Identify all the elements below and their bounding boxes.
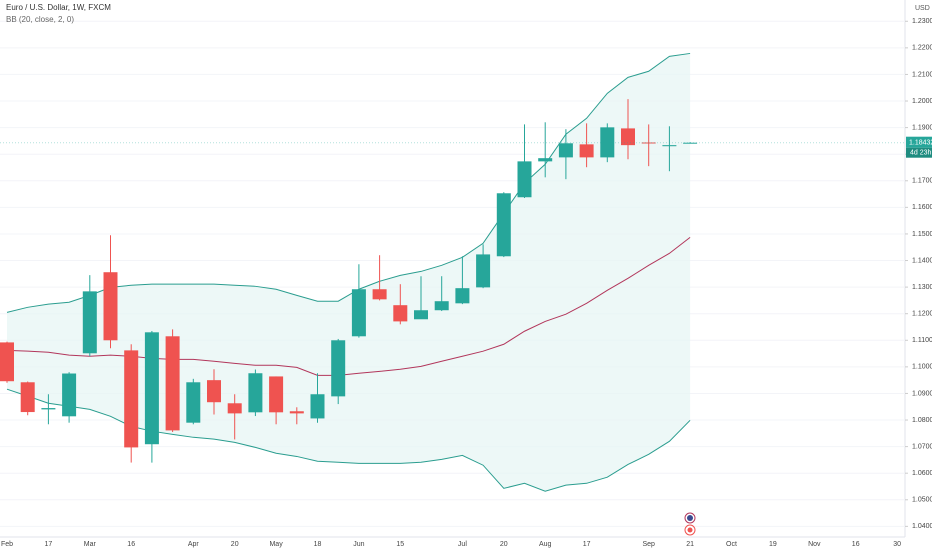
countdown-label: 4d 23h	[910, 150, 932, 157]
currency-label: USD	[915, 5, 930, 12]
x-tick-label: 20	[500, 541, 508, 548]
y-tick-label: 1.05000	[912, 497, 932, 504]
candle-body	[248, 373, 263, 413]
x-tick-label: Jun	[353, 541, 364, 548]
bb-upper-line	[6, 52, 691, 313]
candle-body	[414, 310, 428, 320]
candle-body	[434, 301, 449, 311]
y-tick-label: 1.08000	[912, 417, 932, 424]
x-tick-label: Oct	[726, 541, 737, 548]
candle-body	[517, 161, 532, 198]
candle-body	[579, 144, 594, 158]
candle-body	[641, 142, 656, 144]
y-tick-label: 1.15000	[912, 231, 932, 238]
x-tick-label: Apr	[188, 541, 200, 548]
candle-body	[600, 127, 615, 158]
candle-body	[662, 145, 677, 147]
y-tick-label: 1.07000	[912, 443, 932, 450]
candle-body	[269, 376, 284, 413]
candle-body	[351, 289, 366, 337]
candle-body	[476, 254, 491, 288]
chart-title: Euro / U.S. Dollar, 1W, FXCM	[6, 3, 111, 12]
event-icon-inner	[687, 515, 693, 521]
candle-body	[144, 332, 159, 445]
candle-body	[455, 288, 470, 304]
x-tick-label: Jul	[458, 541, 467, 548]
x-tick-label: 16	[852, 541, 860, 548]
x-tick-label: May	[269, 541, 283, 548]
candle-body	[393, 305, 408, 322]
y-tick-label: 1.22000	[912, 45, 932, 52]
y-tick-label: 1.10000	[912, 364, 932, 371]
candle-body	[621, 128, 635, 146]
x-tick-label: Mar	[84, 541, 97, 548]
x-tick-label: 15	[396, 541, 404, 548]
candle-body	[207, 380, 221, 403]
y-tick-label: 1.12000	[912, 311, 932, 318]
candle-body	[558, 143, 573, 158]
candle-body	[289, 411, 304, 414]
y-tick-label: 1.16000	[912, 204, 932, 211]
candle-body	[496, 193, 511, 257]
bb-basis-line	[6, 237, 691, 376]
x-tick-label: 19	[769, 541, 777, 548]
x-tick-label: Nov	[808, 541, 821, 548]
y-tick-label: 1.23000	[912, 18, 932, 25]
last-price-label: 1.18432	[909, 140, 932, 147]
x-tick-label: 20	[231, 541, 239, 548]
countdown-box	[906, 147, 932, 158]
candle-body	[82, 291, 97, 354]
x-tick-label: 17	[45, 541, 53, 548]
candle-body	[103, 272, 118, 341]
y-tick-label: 1.17000	[912, 178, 932, 185]
x-tick-label: Aug	[539, 541, 552, 548]
indicator-legend: BB (20, close, 2, 0)	[6, 15, 74, 24]
candle-body	[0, 342, 14, 382]
x-tick-label: 18	[314, 541, 322, 548]
y-tick-label: 1.04000	[912, 523, 932, 530]
y-tick-label: 1.13000	[912, 284, 932, 291]
last-price-box	[906, 136, 932, 148]
y-tick-label: 1.19000	[912, 124, 932, 131]
y-tick-label: 1.09000	[912, 390, 932, 397]
x-tick-label: Feb	[1, 541, 13, 548]
candle-body	[683, 142, 698, 144]
candle-body	[538, 158, 553, 162]
candle-body	[227, 403, 242, 414]
y-tick-label: 1.06000	[912, 470, 932, 477]
candle-body	[165, 336, 180, 431]
candle-body	[372, 289, 387, 300]
candle-body	[124, 350, 139, 448]
event-icon-inner	[687, 527, 693, 533]
candle-body	[41, 408, 56, 410]
candle-body	[331, 340, 346, 397]
y-tick-label: 1.20000	[912, 98, 932, 105]
candle-body	[20, 382, 35, 413]
candle-body	[310, 394, 325, 419]
candles	[0, 99, 698, 463]
x-tick-label: 30	[893, 541, 901, 548]
x-tick-label: 21	[686, 541, 694, 548]
y-tick-label: 1.14000	[912, 257, 932, 264]
labels: 1.04000 1.05000 1.06000 1.07000 1.08000 1.090…	[0, 18, 932, 548]
bb-lower-line	[6, 388, 691, 492]
x-tick-label: 16	[127, 541, 135, 548]
candle-body	[62, 373, 77, 417]
y-tick-label: 1.11000	[912, 337, 932, 344]
x-tick-label: 17	[583, 541, 591, 548]
y-tick-label: 1.21000	[912, 71, 932, 78]
candle-body	[186, 382, 201, 423]
x-tick-label: Sep	[642, 541, 655, 548]
